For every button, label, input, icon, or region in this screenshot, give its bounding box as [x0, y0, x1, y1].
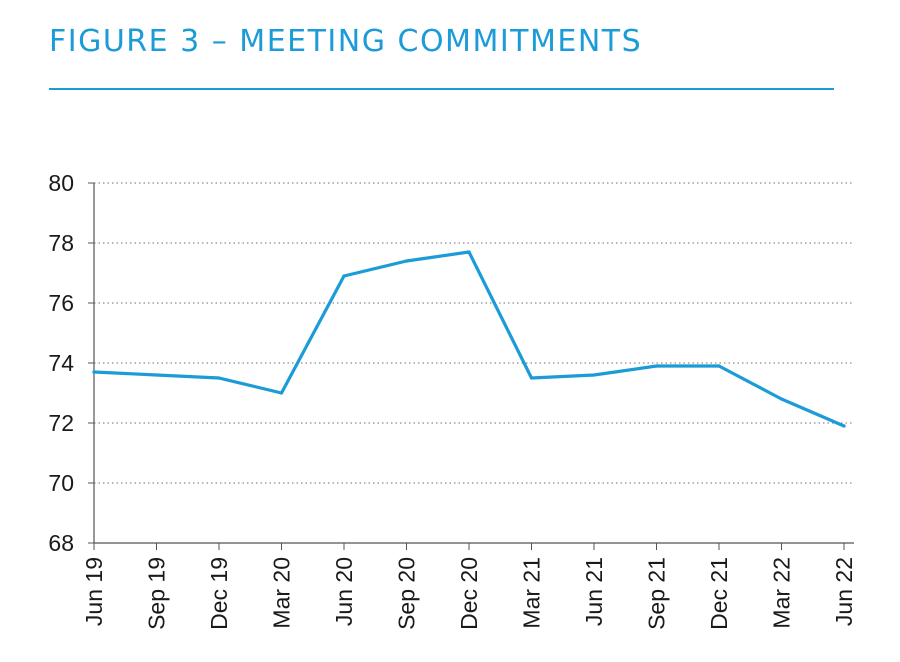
x-tick-label-1: Sep 19	[144, 557, 170, 630]
title-divider	[49, 88, 834, 90]
y-tick-label-4: 76	[48, 290, 74, 316]
x-tick-label-7: Mar 21	[519, 557, 545, 629]
data-point-8	[592, 373, 596, 377]
data-point-4	[342, 274, 346, 278]
data-point-11	[779, 397, 784, 401]
x-tick-label-0: Jun 19	[81, 557, 107, 626]
x-tick-label-8: Jun 21	[581, 557, 607, 626]
data-point-5	[404, 259, 409, 263]
data-point-0	[92, 370, 96, 374]
y-tick-label-0: 68	[48, 530, 74, 556]
x-tick-label-11: Mar 22	[769, 557, 795, 629]
x-tick-label-6: Dec 20	[456, 557, 482, 630]
data-point-1	[154, 373, 159, 377]
gridlines	[94, 182, 854, 484]
data-point-10	[717, 364, 721, 368]
y-tick-label-6: 80	[48, 170, 74, 196]
y-tick-label-1: 70	[48, 470, 74, 496]
y-tick-label-3: 74	[48, 350, 74, 376]
x-tick-label-5: Sep 20	[394, 557, 420, 630]
series-line-0	[92, 250, 846, 428]
data-point-2	[217, 376, 221, 380]
data-point-6	[467, 250, 471, 254]
x-tick-label-10: Dec 21	[706, 557, 732, 630]
x-tick-label-9: Sep 21	[644, 557, 670, 630]
axes	[88, 182, 854, 550]
y-tick-label-5: 78	[48, 230, 74, 256]
x-axis-ticks: Jun 19 Sep 19 Dec 19 Mar 20 Jun 20 Sep 20 Dec …	[81, 557, 857, 630]
figure-title: FIGURE 3 – MEETING COMMITMENTS	[49, 24, 643, 59]
series-layer	[92, 250, 846, 428]
x-tick-label-4: Jun 20	[331, 557, 357, 626]
y-tick-label-2: 72	[48, 410, 74, 436]
x-tick-label-3: Mar 20	[269, 557, 295, 629]
data-point-3	[279, 391, 284, 395]
y-axis-ticks: 68 70 72 74 76 78 80	[48, 170, 74, 556]
x-tick-label-2: Dec 19	[206, 557, 232, 630]
data-point-9	[654, 364, 659, 368]
data-point-7	[529, 376, 534, 380]
x-tick-label-12: Jun 22	[831, 557, 857, 626]
data-point-12	[842, 424, 846, 428]
